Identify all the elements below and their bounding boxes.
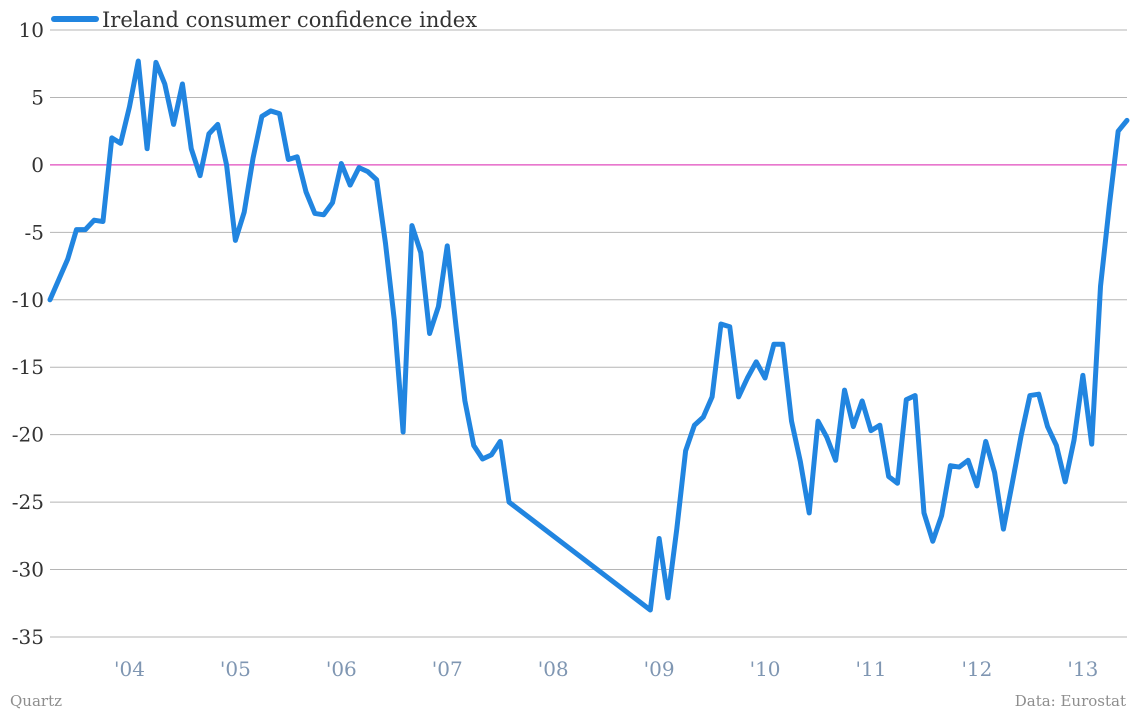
x-tick-label: '07 xyxy=(432,657,463,681)
y-tick-label: -35 xyxy=(12,625,44,649)
y-tick-label: -20 xyxy=(12,423,44,447)
x-tick-label: '11 xyxy=(856,657,887,681)
x-tick-label: '09 xyxy=(644,657,675,681)
y-tick-label: -25 xyxy=(12,490,44,514)
y-tick-label: 5 xyxy=(31,85,44,109)
x-axis-tick-labels: '04 '05 '06 '07 '08 '09 '10 '11 '12 '13 xyxy=(114,657,1098,681)
y-axis-tick-labels: 10 5 0 -5 -10 -15 -20 -25 -30 -35 xyxy=(12,18,44,649)
x-tick-label: '05 xyxy=(220,657,251,681)
y-tick-label: -10 xyxy=(12,288,44,312)
x-tick-label: '08 xyxy=(538,657,569,681)
legend-label: Ireland consumer confidence index xyxy=(102,8,477,32)
x-tick-label: '13 xyxy=(1067,657,1098,681)
y-tick-label: -5 xyxy=(25,220,44,244)
x-tick-label: '04 xyxy=(114,657,145,681)
y-tick-label: 10 xyxy=(19,18,44,42)
y-tick-label: 0 xyxy=(31,153,44,177)
x-tick-label: '06 xyxy=(326,657,357,681)
y-tick-label: -30 xyxy=(12,558,44,582)
gridlines xyxy=(50,29,1127,638)
credit-label: Quartz xyxy=(10,692,62,710)
y-tick-label: -15 xyxy=(12,355,44,379)
x-tick-label: '10 xyxy=(750,657,781,681)
series-line xyxy=(47,58,1130,613)
legend: Ireland consumer confidence index xyxy=(51,8,477,32)
source-label: Data: Eurostat xyxy=(1015,692,1126,710)
x-tick-label: '12 xyxy=(961,657,992,681)
series-lines xyxy=(47,58,1130,613)
